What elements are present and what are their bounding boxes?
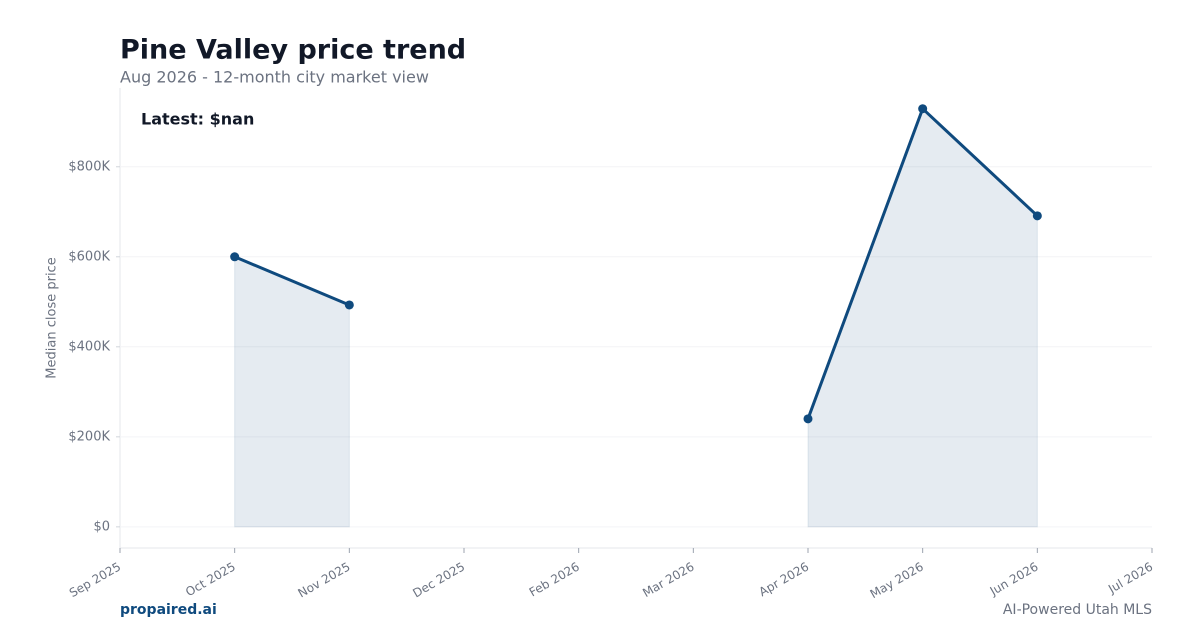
x-tick-label: Sep 2025 bbox=[67, 560, 123, 601]
x-tick-label: Apr 2026 bbox=[757, 560, 812, 600]
footer-brand: propaired.ai bbox=[120, 602, 217, 618]
annotation: Latest: $nan bbox=[141, 110, 254, 129]
x-tick-label: Dec 2025 bbox=[410, 560, 467, 601]
point bbox=[803, 414, 813, 424]
x-tick-label: Nov 2025 bbox=[296, 560, 353, 601]
x-tick-label: May 2026 bbox=[868, 560, 926, 602]
chart-subtitle: Aug 2026 - 12-month city market view bbox=[120, 68, 429, 87]
x-tick-label: Jun 2026 bbox=[987, 560, 1041, 599]
point bbox=[230, 252, 240, 262]
x-tick-label: Feb 2026 bbox=[527, 560, 582, 600]
y-tick-label: $0 bbox=[93, 519, 110, 534]
x-tick-label: Mar 2026 bbox=[640, 560, 696, 601]
y-tick-label: $600K bbox=[68, 249, 110, 264]
y-axis-label: Median close price bbox=[45, 257, 60, 378]
area bbox=[234, 107, 1038, 528]
point bbox=[344, 300, 354, 310]
x-tick-label: Oct 2025 bbox=[183, 560, 238, 600]
y-tick-label: $400K bbox=[68, 339, 110, 354]
point bbox=[918, 104, 928, 114]
y-tick-label: $200K bbox=[68, 429, 110, 444]
footer-tagline: AI-Powered Utah MLS bbox=[1003, 602, 1152, 618]
chart-title: Pine Valley price trend bbox=[120, 35, 466, 66]
point bbox=[1032, 211, 1042, 221]
y-tick-label: $800K bbox=[68, 159, 110, 174]
x-tick-label: Jul 2026 bbox=[1105, 560, 1155, 597]
